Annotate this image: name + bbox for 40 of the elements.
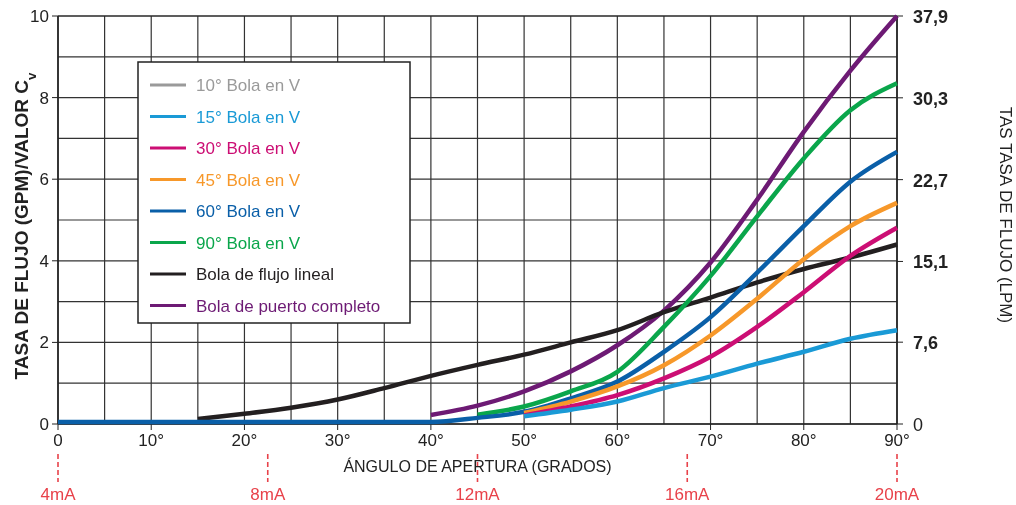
y-tick-label: 10: [30, 7, 49, 26]
y2-tick-label: 7,6: [913, 333, 939, 354]
line-series: [521, 327, 900, 419]
y2-tick-label: 22,7: [913, 170, 949, 191]
legend-label: 90° Bola en V: [196, 233, 301, 253]
x-tick-label: 90°: [884, 431, 910, 450]
legend-label: Bola de flujo lineal: [196, 265, 334, 284]
x-tick-label: 30°: [324, 431, 351, 450]
y-tick-label: 2: [39, 333, 49, 353]
y2-tick-label: 30,3: [913, 88, 949, 109]
y-tick-label: 4: [39, 251, 49, 271]
x-tick-label: 40°: [418, 431, 444, 450]
x-tick-label: 70°: [697, 431, 724, 450]
legend-label: 30° Bola en V: [196, 139, 301, 158]
x-tick-label: 0: [53, 431, 63, 450]
y2-tick-label: 37,9: [913, 7, 949, 27]
x-tick-label: 50°: [511, 431, 537, 450]
x2-tick-label: 12mA: [455, 485, 501, 504]
x-axis-title: ÁNGULO DE APERTURA (GRADOS): [343, 457, 612, 475]
x2-tick-label: 8mA: [250, 485, 286, 504]
y2-tick-label: 0: [913, 415, 924, 435]
x-tick-label: 20°: [231, 431, 258, 450]
y2-axis-title: TAS TASA DE FLUJO (LPM): [996, 106, 1015, 324]
x2-tick-label: 16mA: [665, 485, 711, 504]
x-tick-label: 10°: [138, 431, 165, 450]
x2-tick-label: 4mA: [40, 485, 77, 504]
x-tick-label: 80°: [790, 431, 817, 450]
line-series: [428, 13, 900, 418]
legend-label: 45° Bola en V: [196, 170, 301, 190]
y2-tick-label: 15,1: [913, 252, 949, 273]
line-series: [475, 81, 900, 417]
legend-label: Bola de puerto completo: [196, 296, 381, 316]
legend-label: 15° Bola en V: [196, 107, 301, 127]
x-tick-label: 60°: [604, 431, 631, 450]
legend-label: 60° Bola en V: [196, 202, 301, 221]
legend-label: 10° Bola en V: [196, 76, 301, 95]
x2-tick-label: 20mA: [874, 485, 920, 504]
y-tick-label: 8: [39, 88, 49, 108]
y-tick-label: 0: [39, 415, 49, 434]
y-tick-label: 6: [39, 170, 49, 190]
